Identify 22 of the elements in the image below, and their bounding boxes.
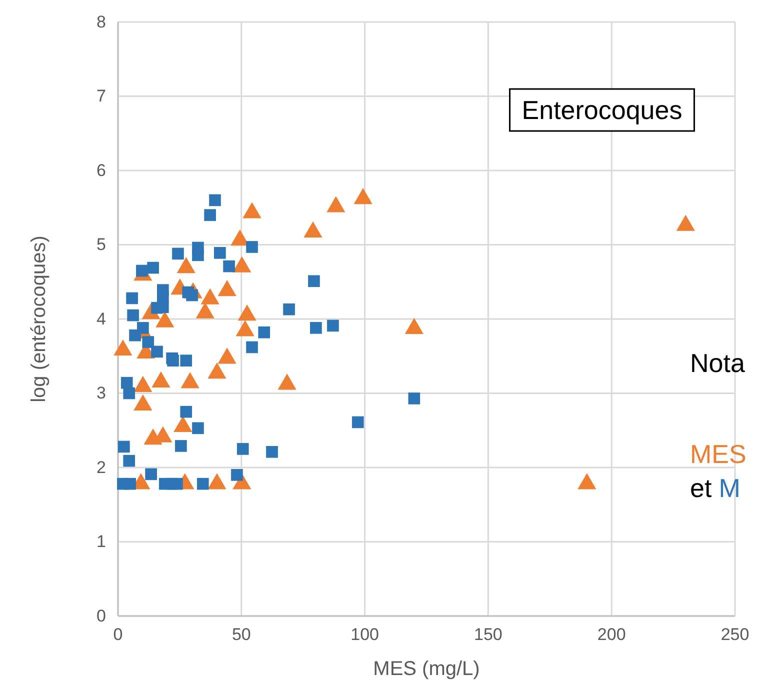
annotation: et [690, 473, 712, 503]
x-tick-label: 100 [350, 625, 379, 644]
x-tick-label: 250 [720, 625, 750, 644]
annotation: Nota [690, 348, 746, 378]
y-tick-label: 3 [96, 384, 106, 403]
y-tick-label: 8 [96, 12, 106, 32]
y-tick-label: 2 [96, 458, 106, 477]
annotation: MES [690, 439, 746, 469]
y-axis-title: log (entérocoques) [28, 236, 50, 402]
annotation: Enterocoques [522, 95, 682, 125]
y-tick-label: 4 [96, 309, 106, 328]
x-tick-label: 150 [474, 625, 502, 644]
y-tick-label: 6 [96, 160, 106, 180]
y-tick-label: 0 [96, 606, 106, 626]
x-tick-label: 0 [113, 625, 123, 644]
x-tick-label: 200 [597, 625, 626, 644]
y-tick-label: 1 [96, 532, 106, 552]
y-tick-label: 5 [96, 235, 106, 254]
annotation: M [718, 473, 740, 503]
x-axis-title: MES (mg/L) [373, 658, 480, 680]
x-tick-label: 50 [232, 625, 251, 644]
y-tick-label: 7 [96, 86, 106, 106]
